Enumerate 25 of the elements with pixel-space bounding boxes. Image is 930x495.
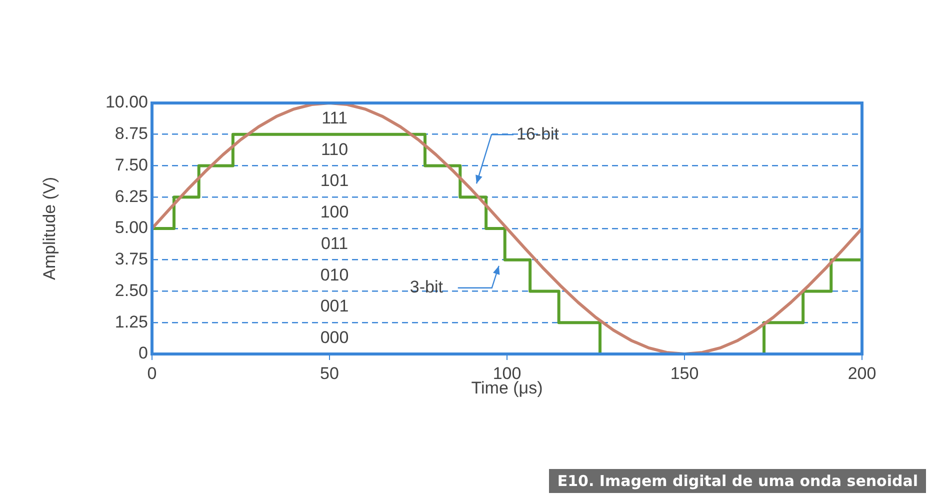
y-tick-label: 6.25 bbox=[114, 186, 148, 206]
annotation: 101 bbox=[320, 171, 349, 190]
y-tick-label: 3.75 bbox=[114, 250, 148, 269]
annotation: 100 bbox=[320, 202, 349, 222]
y-tick-label: 0 bbox=[138, 344, 148, 363]
annotation: 000 bbox=[320, 328, 349, 347]
x-tick-label: 150 bbox=[670, 364, 699, 383]
text: E10. Imagem digital de uma onda senoidal bbox=[549, 469, 926, 493]
annotation: 110 bbox=[320, 140, 348, 159]
annotation: 111 bbox=[322, 108, 348, 128]
x-tick-label: 50 bbox=[320, 364, 339, 383]
annotation: 011 bbox=[320, 234, 348, 253]
y-tick-label: 10.00 bbox=[105, 92, 148, 112]
y-tick-label: 7.50 bbox=[114, 155, 148, 174]
y-tick-label: 5.00 bbox=[114, 218, 148, 238]
annotation: 001 bbox=[320, 296, 349, 316]
y-tick-label: 8.75 bbox=[114, 124, 148, 144]
y-axis-title: Amplitude (V) bbox=[40, 177, 59, 280]
annotation: 16-bit bbox=[516, 124, 560, 144]
x-tick-label: 200 bbox=[848, 364, 876, 383]
y-tick-label: 1.25 bbox=[114, 312, 148, 332]
annotation: 3-bit bbox=[410, 278, 444, 297]
y-tick-label: 2.50 bbox=[114, 280, 148, 300]
x-axis-title: Time (μs) bbox=[471, 378, 543, 398]
annotation: 010 bbox=[320, 265, 349, 284]
